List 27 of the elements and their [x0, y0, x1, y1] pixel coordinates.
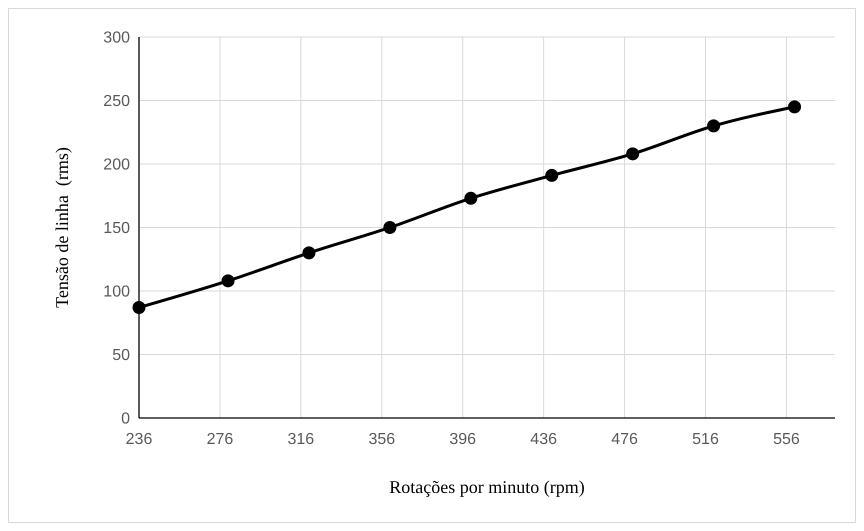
- y-tick-label: 300: [103, 30, 130, 47]
- x-tick-label: 516: [692, 431, 719, 448]
- x-tick-label: 276: [206, 431, 234, 448]
- y-tick-label: 0: [121, 410, 130, 428]
- x-tick-label: 316: [288, 431, 314, 448]
- point: [788, 100, 802, 114]
- x-axis-title: Rotações por minuto (rpm): [389, 477, 585, 497]
- x-tick-label: 236: [126, 431, 152, 448]
- y-tick-label: 150: [103, 220, 130, 238]
- point: [707, 119, 720, 132]
- x-tick-label: 396: [449, 431, 476, 448]
- x-tick-label: 356: [368, 431, 396, 448]
- point: [302, 246, 316, 260]
- x-tick-label: 436: [530, 431, 558, 448]
- y-tick-label: 50: [112, 347, 130, 364]
- y-tick-label: 200: [103, 156, 130, 174]
- point: [383, 221, 396, 234]
- y-tick-label: 250: [103, 93, 130, 110]
- point: [132, 301, 146, 314]
- y-axis-title: Tensão de linha (rms): [52, 147, 72, 308]
- y-tick-label: 100: [103, 284, 130, 301]
- point: [464, 192, 478, 205]
- point: [545, 168, 558, 182]
- x-tick-label: 476: [611, 431, 638, 448]
- point: [222, 274, 235, 288]
- x-tick-label: 556: [773, 431, 800, 448]
- point: [626, 147, 640, 160]
